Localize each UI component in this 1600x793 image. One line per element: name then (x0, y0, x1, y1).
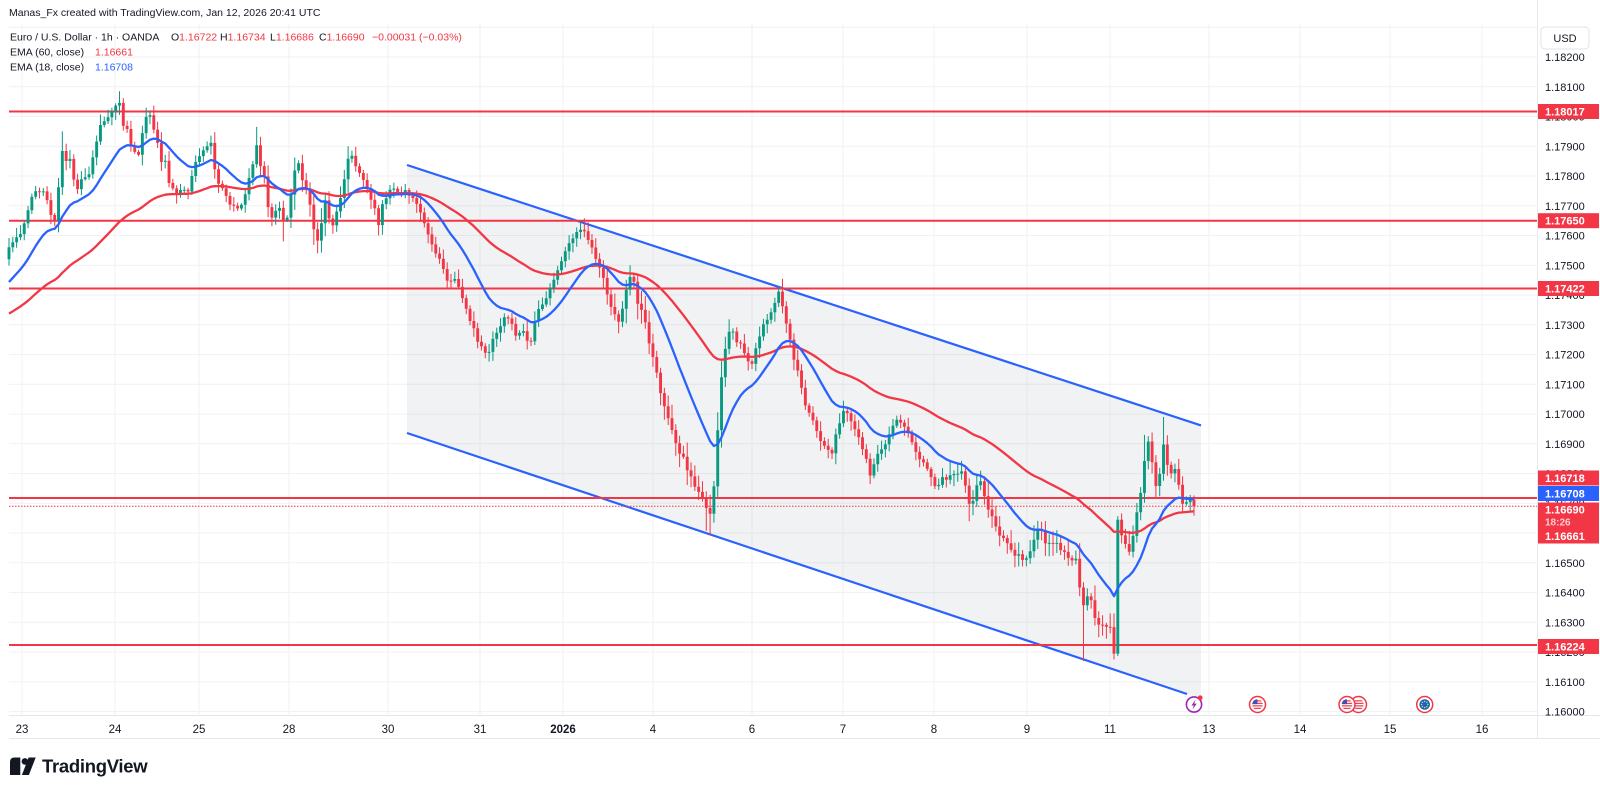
svg-text:1.16500: 1.16500 (1545, 558, 1585, 570)
svg-text:28: 28 (283, 724, 296, 736)
svg-text:1.17000: 1.17000 (1545, 409, 1585, 421)
svg-text:15: 15 (1384, 724, 1397, 736)
svg-text:4: 4 (650, 724, 657, 736)
svg-text:1.17500: 1.17500 (1545, 260, 1585, 272)
svg-text:25: 25 (193, 724, 206, 736)
svg-text:30: 30 (382, 724, 395, 736)
svg-text:1.16100: 1.16100 (1545, 677, 1585, 689)
svg-text:14: 14 (1294, 724, 1307, 736)
svg-text:7: 7 (840, 724, 846, 736)
svg-text:1.16718: 1.16718 (1545, 473, 1585, 485)
svg-text:11: 11 (1104, 724, 1116, 736)
svg-text:13: 13 (1203, 724, 1216, 736)
svg-text:1.17100: 1.17100 (1545, 379, 1585, 391)
svg-text:1.18200: 1.18200 (1545, 52, 1585, 64)
svg-text:23: 23 (16, 724, 29, 736)
svg-text:1.18100: 1.18100 (1545, 82, 1585, 94)
svg-text:USD: USD (1553, 33, 1576, 45)
svg-text:1.16400: 1.16400 (1545, 588, 1585, 600)
svg-text:Euro / U.S. Dollar · 1h · OAND: Euro / U.S. Dollar · 1h · OANDA O1.16722 H… (10, 32, 462, 44)
svg-text:1.17900: 1.17900 (1545, 141, 1585, 153)
svg-text:6: 6 (749, 724, 755, 736)
svg-text:1.17600: 1.17600 (1545, 231, 1585, 243)
svg-text:1.17300: 1.17300 (1545, 320, 1585, 332)
svg-text:Manas_Fx created with TradingV: Manas_Fx created with TradingView.com, J… (9, 7, 321, 19)
svg-text:9: 9 (1024, 724, 1030, 736)
svg-text:16: 16 (1476, 724, 1489, 736)
svg-text:1.17700: 1.17700 (1545, 201, 1585, 213)
svg-text:1.16690: 1.16690 (1545, 505, 1585, 517)
svg-text:1.17200: 1.17200 (1545, 350, 1585, 362)
svg-text:1.16900: 1.16900 (1545, 439, 1585, 451)
svg-text:31: 31 (474, 724, 487, 736)
svg-text:EMA (60, close)1.16661: EMA (60, close) 1.16661 (10, 47, 133, 59)
svg-text:1.16000: 1.16000 (1545, 707, 1585, 719)
svg-text:1.18017: 1.18017 (1545, 107, 1585, 119)
svg-text:1.16661: 1.16661 (1545, 531, 1585, 543)
svg-text:TradingView: TradingView (42, 756, 148, 777)
svg-text:18:26: 18:26 (1545, 518, 1571, 529)
svg-text:8: 8 (931, 724, 937, 736)
svg-text:1.16708: 1.16708 (1545, 489, 1585, 501)
svg-text:2026: 2026 (550, 724, 576, 736)
svg-text:1.17800: 1.17800 (1545, 171, 1585, 183)
svg-text:1.16224: 1.16224 (1545, 642, 1586, 654)
svg-text:1.17650: 1.17650 (1545, 216, 1585, 228)
svg-text:24: 24 (109, 724, 122, 736)
svg-text:1.17422: 1.17422 (1545, 284, 1585, 296)
svg-text:1.16300: 1.16300 (1545, 617, 1585, 629)
svg-text:EMA (18, close)1.16708: EMA (18, close) 1.16708 (10, 62, 133, 74)
